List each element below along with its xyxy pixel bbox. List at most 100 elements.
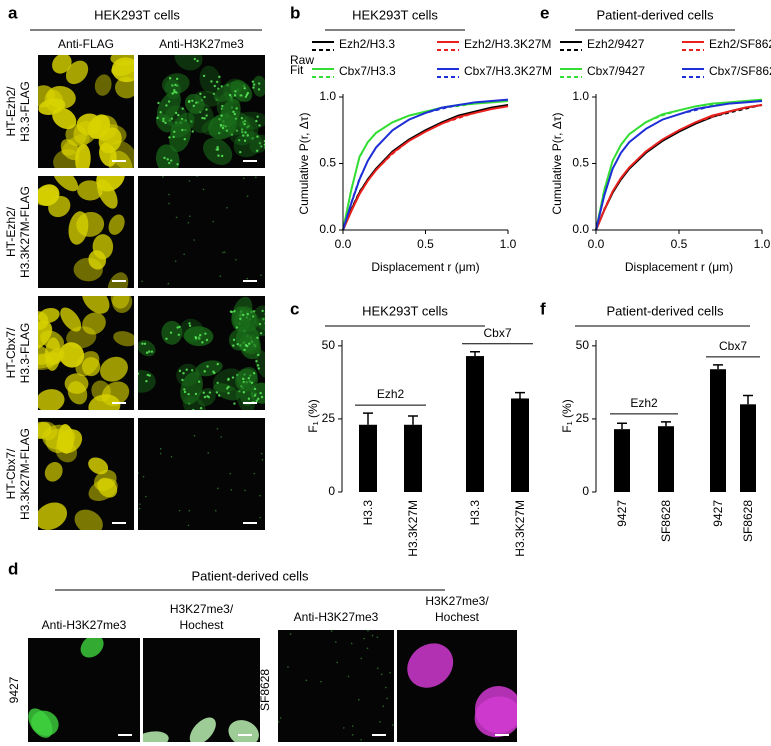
focus [201, 409, 203, 410]
focus [243, 348, 246, 352]
focus [171, 92, 174, 95]
nucleus [252, 75, 265, 97]
focus [252, 86, 255, 89]
focus [253, 310, 256, 313]
y-tick-label: 0.5 [572, 156, 589, 170]
focus [150, 350, 154, 353]
raw-curve [342, 103, 509, 231]
legend-label: Cbx7/H3.3K27M [464, 64, 552, 78]
column-label: Anti-H3K27me3 [159, 37, 244, 51]
speck [287, 666, 289, 668]
nucleus [77, 180, 103, 201]
focus [242, 134, 245, 137]
focus [255, 360, 258, 363]
speck [139, 503, 141, 505]
micrograph-background [278, 630, 394, 742]
focus [233, 402, 236, 405]
nucleus [174, 55, 203, 71]
nucleus [31, 710, 59, 736]
focus [172, 135, 175, 139]
nucleus [97, 124, 127, 145]
speck [138, 472, 139, 474]
bar [511, 398, 529, 492]
speck [335, 641, 337, 643]
legend-label: Ezh2/SF8628 [709, 37, 771, 51]
y-tick-label: 0.0 [572, 222, 589, 236]
bar [658, 426, 674, 492]
column-label: H3K27me3/ [170, 602, 234, 616]
focus [203, 395, 207, 399]
fit-curve [595, 104, 763, 231]
focus [263, 140, 265, 143]
micrograph-content [143, 717, 259, 742]
speck [235, 259, 237, 261]
row-label: H3.3-FLAG [18, 323, 32, 384]
focus [171, 84, 174, 87]
focus [260, 145, 263, 148]
focus [256, 135, 259, 138]
x-tick-label: 1.0 [500, 237, 517, 251]
speck [360, 657, 363, 660]
row-label: HT-Ezh2/ [4, 206, 18, 257]
micrograph [278, 630, 394, 742]
speck [202, 188, 205, 191]
focus [189, 412, 191, 414]
focus [240, 94, 243, 97]
nucleus [66, 326, 97, 349]
focus [199, 406, 203, 410]
focus [188, 322, 191, 325]
speck [244, 489, 246, 492]
speck [278, 720, 280, 723]
focus [239, 150, 242, 154]
focus [260, 395, 264, 399]
nucleus [108, 214, 125, 235]
nucleus [203, 137, 233, 165]
speck [174, 260, 177, 262]
panel-letter: d [8, 559, 18, 578]
speck [253, 472, 256, 475]
focus [241, 313, 245, 317]
focus [205, 114, 208, 117]
focus [234, 90, 237, 93]
speck [196, 176, 198, 177]
focus [235, 326, 239, 329]
focus [198, 333, 202, 337]
focus [143, 342, 147, 345]
speck [389, 672, 391, 674]
speck [357, 698, 360, 701]
speck [193, 434, 196, 437]
column-label: Hochest [179, 618, 224, 632]
focus [232, 110, 235, 114]
focus [167, 161, 171, 165]
speck [380, 673, 383, 676]
speck [347, 675, 350, 678]
focus [246, 134, 249, 137]
focus [194, 392, 198, 396]
focus [168, 136, 171, 139]
x-tick-label: 0.0 [335, 237, 352, 251]
column-label: Hochest [435, 610, 480, 624]
focus [264, 322, 265, 325]
focus [220, 85, 223, 88]
focus [177, 113, 180, 117]
focus [192, 104, 196, 108]
x-tick-label: SF8628 [741, 500, 755, 542]
focus [181, 107, 184, 110]
focus [218, 75, 221, 79]
focus [193, 57, 197, 61]
panel-title: HEK293T cells [352, 7, 438, 22]
row-label: HT-Ezh2/ [4, 86, 18, 137]
legend-label: Cbx7/H3.3 [339, 64, 396, 78]
focus [195, 101, 198, 104]
speck [223, 251, 226, 253]
fit-curve [342, 98, 509, 231]
micrograph-content [141, 176, 262, 285]
speck [183, 253, 185, 256]
focus [220, 154, 224, 158]
focus [156, 116, 159, 120]
nucleus [240, 337, 262, 360]
raw-curve [342, 99, 509, 231]
group-label: Ezh2 [377, 387, 405, 401]
error-bar [617, 422, 627, 430]
